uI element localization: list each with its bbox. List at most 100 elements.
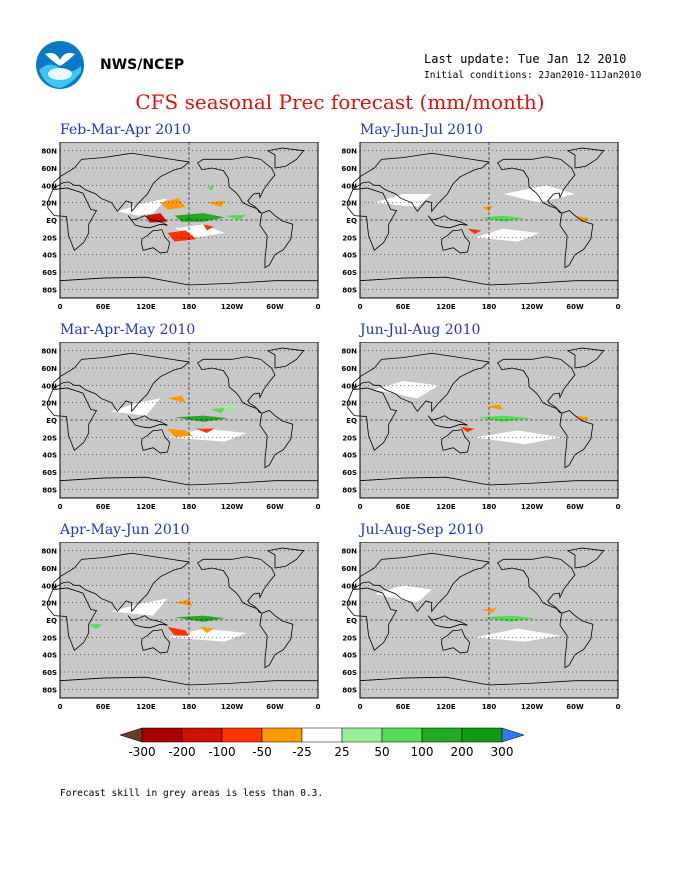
panel-title: Jul-Aug-Sep 2010 [360,522,484,538]
coastline [559,610,594,669]
map-frame [359,142,619,299]
precip-anomaly [203,224,215,231]
colorbar-segment [381,727,423,743]
lat-label: 20N [341,600,357,608]
colorbar-segment [301,727,343,743]
colorbar-segment [261,727,303,743]
coastline [266,547,305,569]
lat-label: 60N [41,565,57,573]
lat-label: 20S [42,234,57,242]
precip-anomaly [481,607,497,614]
lat-label: 60S [42,269,57,277]
precip-anomaly [88,624,103,629]
coastline [47,587,98,651]
panel-title: Jun-Jul-Aug 2010 [360,322,481,338]
coastline [497,156,576,214]
lon-label: 120E [136,703,156,711]
lon-label: 60E [96,503,111,511]
precip-anomaly [174,599,193,607]
coastline [127,415,168,429]
coastline [347,587,398,651]
coastline [259,210,294,269]
lat-label: 40S [42,452,57,460]
map-panel: 80N 60N 40N 20N EQ 20S 40S 60S 80S 0 60E 120E 180 120… [341,542,621,711]
colorbar-label: -200 [168,745,195,759]
map-frame [59,342,319,499]
lat-label: 20S [342,634,357,642]
lat-label: 20S [42,634,57,642]
lon-label: 60E [396,303,411,311]
lat-label: 20N [41,200,57,208]
colorbar-label: 100 [411,745,434,759]
coastline [497,556,576,614]
lat-label: 60N [41,365,57,373]
precip-anomaly [485,404,504,410]
lat-label: EQ [46,617,57,625]
lon-label: 60W [266,503,284,511]
colorbar: -300 -200 -100 -50 -25 25 50 100 200 300 [120,727,525,759]
coastline [141,629,171,654]
lat-label: 20S [342,434,357,442]
panel-title: Feb-Mar-Apr 2010 [60,122,191,138]
lat-label: 40S [342,452,357,460]
colorbar-label: -25 [292,745,312,759]
coastline [52,352,190,413]
coastline [197,556,276,614]
precip-anomaly [481,206,493,212]
map-panel: 80N 60N 40N 20N EQ 20S 40S 60S 80S 0 60E 120E 180 120… [341,342,621,511]
lat-label: 80S [342,486,357,494]
coastline [141,229,171,254]
lon-label: 180 [482,703,497,711]
map-frame [59,142,319,299]
precip-anomaly [174,213,225,222]
main-title: CFS seasonal Prec forecast (mm/month) [135,90,545,114]
lon-label: 180 [182,303,197,311]
colorbar-arrow-right [501,727,525,743]
lon-label: 0 [358,703,363,711]
precip-anomaly [374,585,432,603]
lat-label: 60N [341,565,357,573]
lon-label: 60W [566,703,584,711]
coastline [566,147,605,169]
lon-label: 120E [136,503,156,511]
coastline [497,356,576,414]
lat-label: 80N [41,348,57,356]
lon-label: 120W [521,303,544,311]
lon-label: 120W [221,503,244,511]
precip-anomaly [199,626,215,633]
skill-note: Forecast skill in grey areas is less tha… [60,788,324,799]
coastline [47,187,98,251]
lon-label: 60E [96,703,111,711]
lon-label: 0 [616,703,621,711]
precip-anomaly [210,407,225,414]
coastline [197,156,276,214]
panel-title: Apr-May-Jun 2010 [60,522,190,538]
precip-anomaly [196,428,215,433]
lat-label: 80N [41,148,57,156]
coastline [427,615,468,629]
lon-label: 60W [266,703,284,711]
lat-label: 20N [41,400,57,408]
coastline [266,347,305,369]
lon-label: 0 [58,303,63,311]
colorbar-segment [181,727,223,743]
precip-anomaly [206,185,215,191]
lon-label: 120E [436,703,456,711]
lon-label: 0 [58,703,63,711]
map-panel: 80N 60N 40N 20N EQ 20S 40S 60S 80S 0 60E 120E 180 120… [41,542,321,711]
coastline [259,410,294,469]
coastline [566,547,605,569]
lon-label: 60W [566,503,584,511]
lon-label: 180 [482,503,497,511]
lon-label: 120E [136,303,156,311]
coastline [52,552,190,613]
coastline [427,215,468,229]
coastline [352,352,490,413]
lon-label: 0 [316,503,321,511]
coastline [347,387,398,451]
colorbar-label: -100 [208,745,235,759]
precip-anomaly [160,198,186,210]
lat-label: 60S [342,469,357,477]
colorbar-label: 50 [374,745,389,759]
lat-label: 80S [42,486,57,494]
